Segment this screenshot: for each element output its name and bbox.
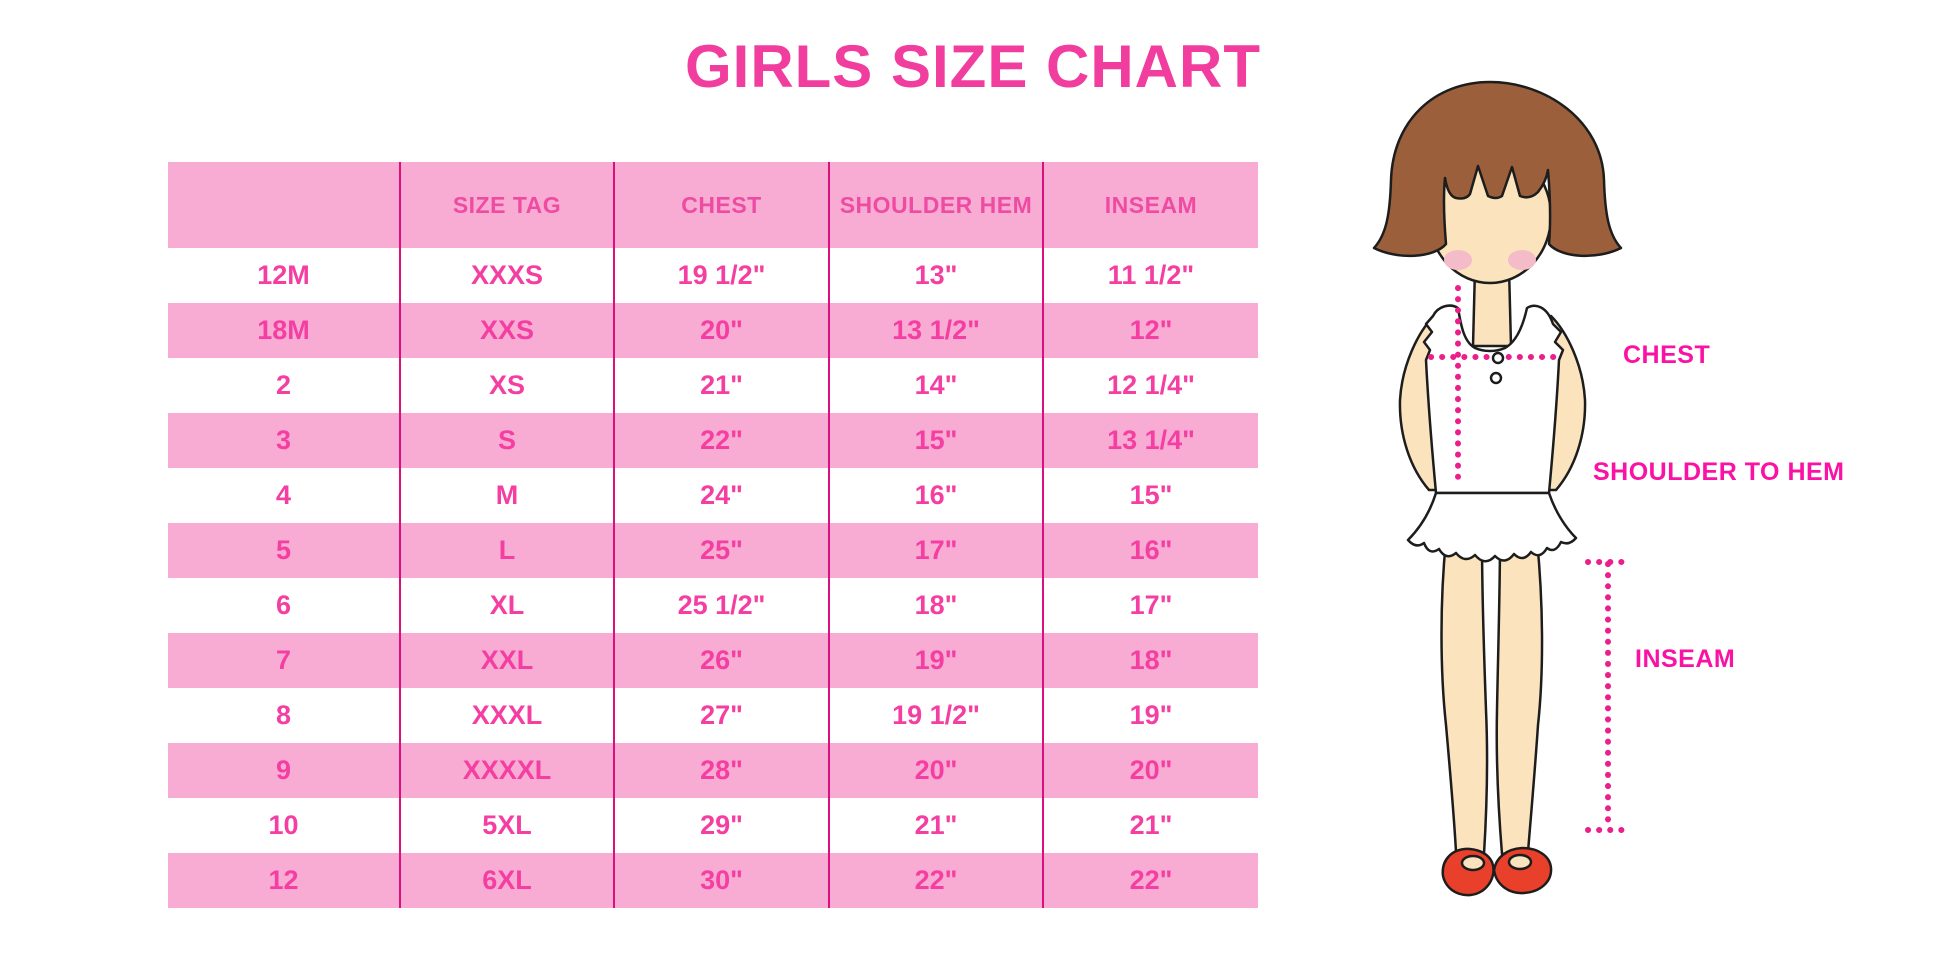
- col-header-size-tag: SIZE TAG: [399, 162, 614, 248]
- girl-ruffle-skirt: [1406, 491, 1578, 563]
- value-cell: 14": [828, 358, 1043, 413]
- value-cell: XXXL: [399, 688, 614, 743]
- value-cell: 22": [613, 413, 829, 468]
- table-row: 4 M 24" 16" 15": [168, 468, 1258, 523]
- value-cell: XS: [399, 358, 614, 413]
- header-row: SIZE TAG CHEST SHOULDER HEM INSEAM: [168, 162, 1258, 248]
- col-header-inseam: INSEAM: [1042, 162, 1258, 248]
- value-cell: 26": [613, 633, 829, 688]
- chest-label: CHEST: [1623, 341, 1711, 369]
- size-cell: 5: [275, 535, 292, 565]
- col-header-chest: CHEST: [613, 162, 829, 248]
- value-cell: 13 1/4": [1042, 413, 1258, 468]
- value-cell: 21": [828, 798, 1043, 853]
- value-cell: 15": [828, 413, 1043, 468]
- size-cell: 12M: [257, 260, 310, 290]
- value-cell: 20": [828, 743, 1043, 798]
- table-row: 7 XXL 26" 19" 18": [168, 633, 1258, 688]
- value-cell: XXXXL: [399, 743, 614, 798]
- value-cell: 17": [828, 523, 1043, 578]
- value-cell: 17": [1042, 578, 1258, 633]
- size-chart-table: SIZE TAG CHEST SHOULDER HEM INSEAM 12M XX…: [168, 162, 1258, 908]
- value-cell: XXL: [399, 633, 614, 688]
- value-cell: 22": [828, 853, 1043, 908]
- girl-legs: [1440, 538, 1489, 856]
- value-cell: 18": [828, 578, 1043, 633]
- table-row: 6 XL 25 1/2" 18" 17": [168, 578, 1258, 633]
- girl-illustration: [1372, 80, 1631, 897]
- size-cell: 12: [268, 865, 299, 895]
- table-row: 8 XXXL 27" 19 1/2" 19": [168, 688, 1258, 743]
- size-cell: 2: [275, 370, 292, 400]
- value-cell: S: [399, 413, 614, 468]
- value-cell: 19 1/2": [613, 248, 829, 303]
- value-cell: 12": [1042, 303, 1258, 358]
- value-cell: L: [399, 523, 614, 578]
- table-body: 12M XXXS 19 1/2" 13" 11 1/2" 18M XXS 20" 13 1/2"…: [168, 248, 1258, 908]
- value-cell: 29": [613, 798, 829, 853]
- value-cell: 12 1/4": [1042, 358, 1258, 413]
- value-cell: 13 1/2": [828, 303, 1043, 358]
- table-row: 3 S 22" 15" 13 1/4": [168, 413, 1258, 468]
- value-cell: M: [399, 468, 614, 523]
- value-cell: 22": [1042, 853, 1258, 908]
- page-title: GIRLS SIZE CHART: [684, 33, 1261, 100]
- value-cell: 19": [1042, 688, 1258, 743]
- value-cell: 28": [613, 743, 829, 798]
- value-cell: 30": [613, 853, 829, 908]
- table-row: 10 5XL 29" 21" 21": [168, 798, 1258, 853]
- table-row: 12M XXXS 19 1/2" 13" 11 1/2": [168, 248, 1258, 303]
- value-cell: 25 1/2": [613, 578, 829, 633]
- shoulder-to-hem-label: SHOULDER TO HEM: [1593, 458, 1845, 486]
- value-cell: 19 1/2": [828, 688, 1043, 743]
- inseam-label: INSEAM: [1635, 645, 1736, 673]
- value-cell: 20": [613, 303, 829, 358]
- value-cell: XL: [399, 578, 614, 633]
- value-cell: XXXS: [399, 248, 614, 303]
- col-header-size: [168, 162, 400, 248]
- value-cell: XXS: [399, 303, 614, 358]
- size-cell: 7: [275, 645, 292, 675]
- size-cell: 4: [275, 480, 292, 510]
- value-cell: 16": [1042, 523, 1258, 578]
- size-cell: 8: [275, 700, 292, 730]
- value-cell: 15": [1042, 468, 1258, 523]
- value-cell: 13": [828, 248, 1043, 303]
- value-cell: 27": [613, 688, 829, 743]
- value-cell: 25": [613, 523, 829, 578]
- table-row: 12 6XL 30" 22" 22": [168, 853, 1258, 908]
- size-cell: 3: [275, 425, 292, 455]
- table-row: 9 XXXXL 28" 20" 20": [168, 743, 1258, 798]
- table-row: 5 L 25" 17" 16": [168, 523, 1258, 578]
- table-row: 18M XXS 20" 13 1/2" 12": [168, 303, 1258, 358]
- table-row: 2 XS 21" 14" 12 1/4": [168, 358, 1258, 413]
- value-cell: 21": [1042, 798, 1258, 853]
- size-cell: 10: [268, 810, 299, 840]
- girl-shoe-right: [1492, 846, 1553, 895]
- girl-blush: [1444, 250, 1536, 270]
- girl-hair: [1372, 80, 1623, 258]
- value-cell: 20": [1042, 743, 1258, 798]
- col-header-shoulder-hem: SHOULDER HEM: [828, 162, 1043, 248]
- size-cell: 9: [275, 755, 292, 785]
- value-cell: 21": [613, 358, 829, 413]
- value-cell: 24": [613, 468, 829, 523]
- size-cell: 18M: [257, 315, 310, 345]
- girl-top-buttons: [1489, 351, 1505, 385]
- value-cell: 16": [828, 468, 1043, 523]
- value-cell: 11 1/2": [1042, 248, 1258, 303]
- value-cell: 19": [828, 633, 1043, 688]
- value-cell: 5XL: [399, 798, 614, 853]
- value-cell: 18": [1042, 633, 1258, 688]
- size-cell: 6: [275, 590, 292, 620]
- value-cell: 6XL: [399, 853, 614, 908]
